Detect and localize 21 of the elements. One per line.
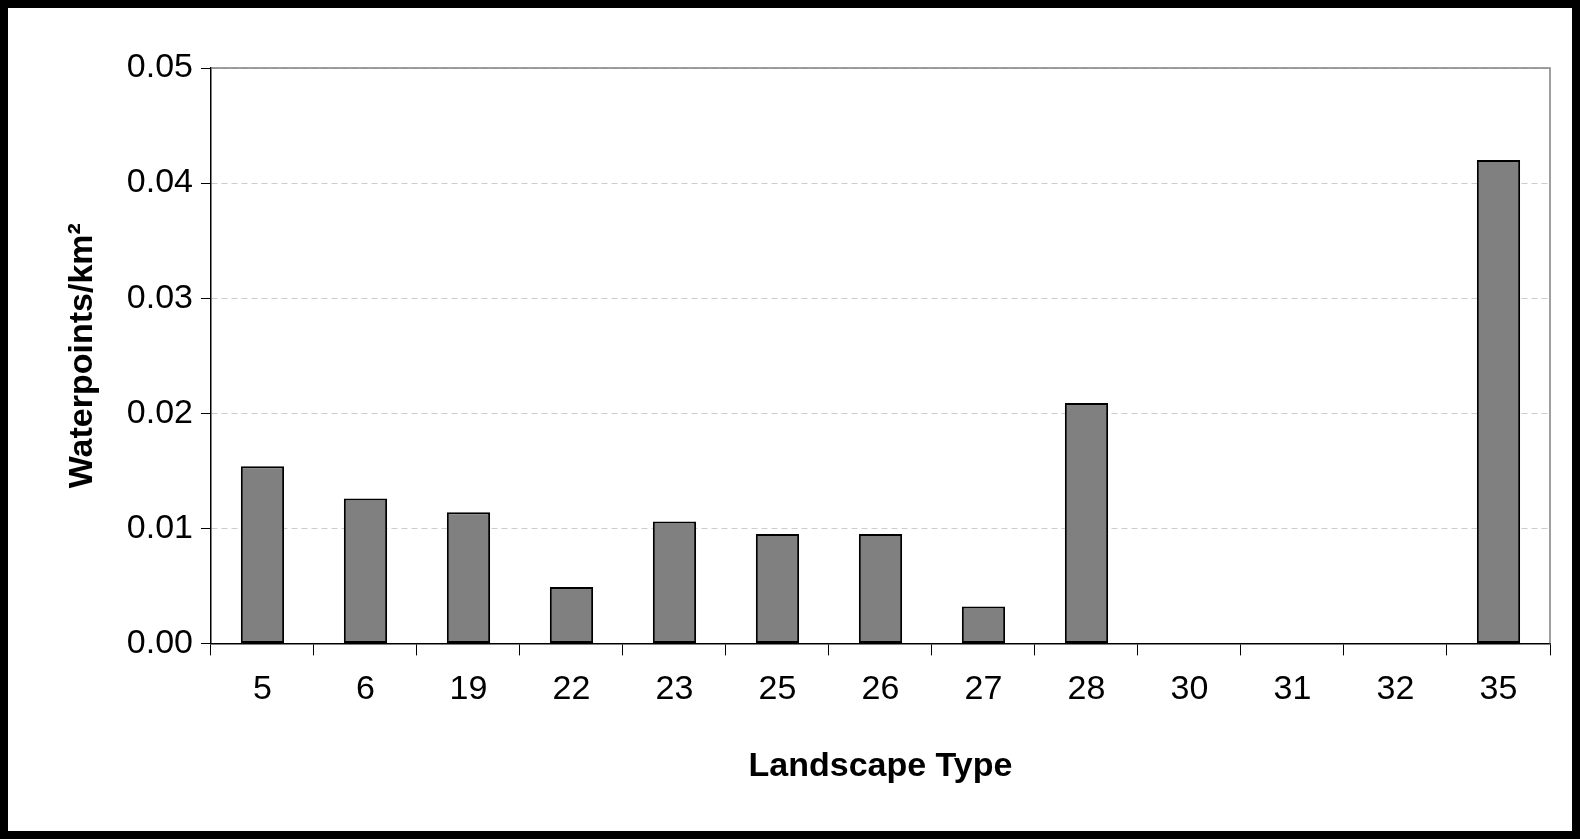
x-tick-label: 32 (1376, 668, 1415, 707)
x-tick-label: 6 (356, 668, 375, 707)
x-tick-label: 28 (1067, 668, 1106, 707)
x-tick-label: 31 (1273, 668, 1312, 707)
x-tick-label: 5 (253, 668, 272, 707)
x-axis-title: Landscape Type (748, 744, 1013, 783)
x-tick-label: 22 (552, 668, 591, 707)
x-tick-label: 23 (655, 668, 694, 707)
y-tick-label: 0.05 (126, 46, 193, 85)
x-tick-label: 35 (1479, 668, 1518, 707)
y-tick-label: 0.01 (126, 506, 193, 545)
y-tick-label: 0.04 (126, 161, 193, 200)
x-tick-label: 27 (964, 668, 1003, 707)
x-tick-label: 30 (1170, 668, 1209, 707)
x-tick-label: 26 (861, 668, 900, 707)
y-tick-label: 0.00 (126, 621, 193, 660)
x-tick-label: 25 (758, 668, 797, 707)
x-tick-label: 19 (449, 668, 488, 707)
y-tick-label: 0.03 (126, 276, 193, 315)
y-tick-label: 0.02 (126, 391, 193, 430)
y-axis-title: Waterpoints/km² (60, 223, 99, 489)
